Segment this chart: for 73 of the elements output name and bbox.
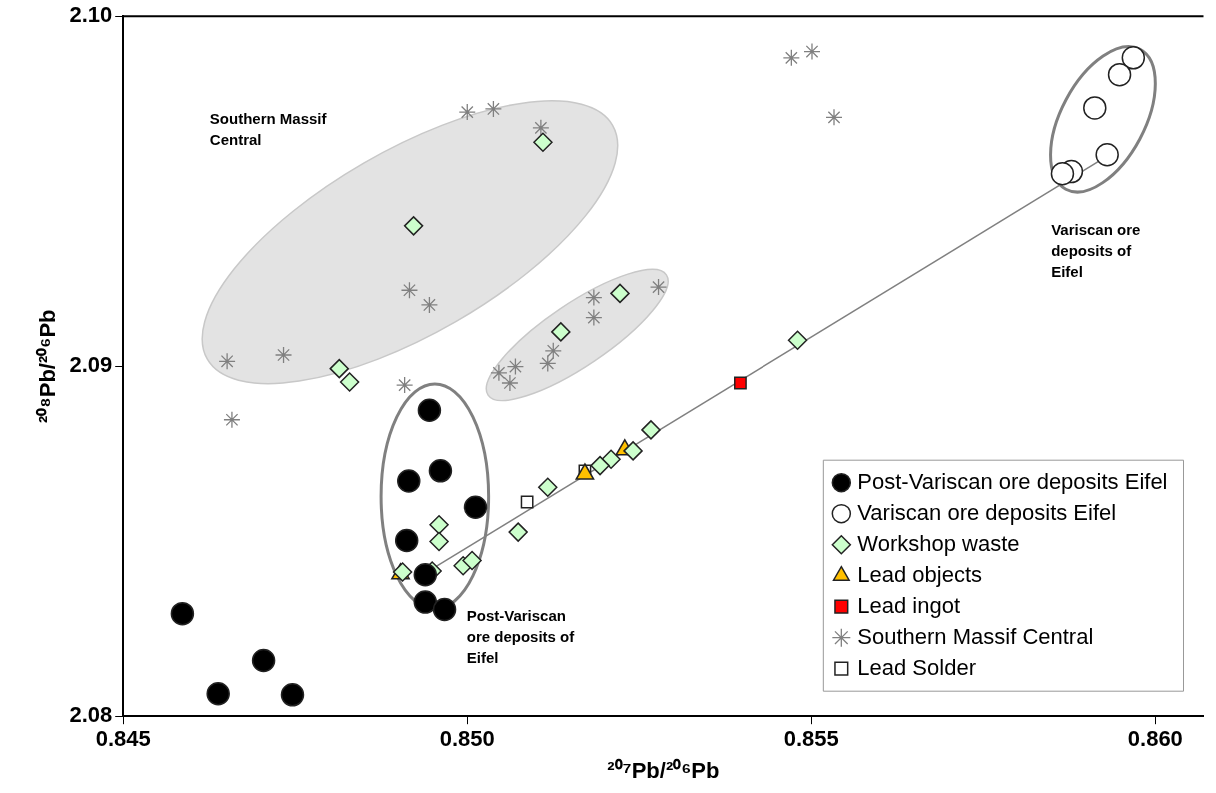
point [585,288,603,307]
annotation: Southern Massif Central [209,109,328,148]
x-tick-label: 0.850 [439,726,495,752]
legend-label: Workshop waste [857,530,1020,556]
point [223,411,241,429]
point [490,364,508,382]
point [782,49,800,67]
point [1121,46,1146,70]
point [1095,143,1119,167]
point [538,477,558,498]
point [403,216,424,236]
legend-label: Variscan ore deposits Eifel [857,499,1117,525]
x-tick-label: 0.860 [1127,726,1183,752]
legend-label: Lead ingot [857,592,961,618]
legend-label: Lead Solder [857,654,976,680]
point [787,330,808,351]
point [484,100,503,118]
legend-label: Southern Massif Central [857,623,1094,649]
point [429,531,449,552]
legend-label: Post-Variscan ore deposits Eifel [857,468,1168,494]
point [590,455,610,476]
point [1050,161,1075,186]
point [339,372,360,392]
point [1107,62,1132,87]
point [734,376,747,390]
y-tick-label: 2.09 [69,352,113,378]
legend-label: Lead objects [857,561,983,587]
point [803,42,821,61]
annotation: Post-Variscan ore deposits of Eifel [466,606,576,666]
point [649,278,668,296]
point [420,296,439,314]
point [413,563,438,587]
point [280,683,305,707]
point [641,420,661,440]
point [170,601,195,626]
point [274,346,293,364]
point [508,522,528,542]
point [610,283,630,304]
point [417,398,442,423]
y-tick-label: 2.10 [69,2,113,28]
point [539,354,557,373]
point [329,358,350,379]
point [397,469,421,493]
point [533,132,553,152]
point [218,352,236,370]
point [506,357,525,376]
point [413,590,438,614]
point [825,108,843,126]
point [585,308,603,327]
point [623,441,643,461]
point [394,528,419,553]
point [206,682,230,706]
point [551,322,571,342]
x-tick-label: 0.845 [95,726,151,752]
point [501,374,519,392]
point [532,119,550,137]
point [429,515,449,535]
point [428,459,453,483]
x-axis-title: ²⁰⁷Pb/²⁰⁶Pb [607,757,720,783]
point [458,103,476,121]
point [544,342,562,360]
point [251,648,276,673]
point [432,597,457,622]
x-tick-label: 0.855 [783,726,839,752]
point [463,495,488,519]
point [1083,96,1107,120]
y-axis-title: ²⁰⁸Pb/²⁰⁶Pb [35,309,61,423]
y-tick-label: 2.08 [69,702,113,728]
point [520,495,534,509]
annotation: Variscan ore deposits of Eifel [1051,221,1141,281]
point [462,550,482,571]
point [395,376,414,394]
point [400,281,419,299]
